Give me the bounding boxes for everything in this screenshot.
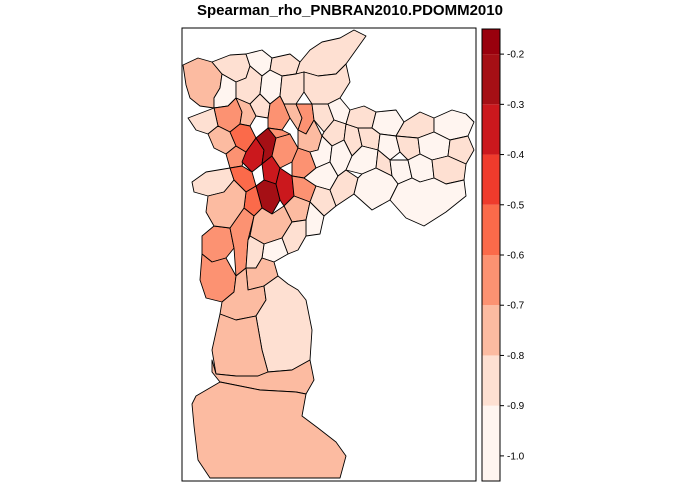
legend-tick-label: -0.3: [507, 100, 525, 111]
map-frame: [181, 27, 477, 482]
map-title: Spearman_rho_PNBRAN2010.PDOMM2010: [197, 2, 503, 19]
legend-swatch: [482, 355, 500, 406]
legend-tick-label: -0.2: [507, 50, 525, 61]
legend-swatch: [482, 405, 500, 481]
legend-swatch: [482, 104, 500, 155]
district-nw-inner-4[interactable]: [267, 95, 291, 131]
district-north-4[interactable]: [295, 29, 367, 77]
legend-swatch: [482, 255, 500, 306]
district-south-1[interactable]: [201, 225, 235, 263]
legend-swatch: [482, 29, 500, 55]
district-east-1[interactable]: [345, 105, 377, 129]
legend-swatch: [482, 204, 500, 255]
legend-tick-label: -0.6: [507, 251, 525, 262]
legend-tick-label: -0.8: [507, 351, 525, 362]
district-north-8[interactable]: [279, 71, 305, 105]
legend-color-bar: [481, 28, 501, 482]
legend-ticks: -0.2 -0.3 -0.4 -0.5 -0.6 -0.7 -0.8 -0.9 -1.0: [500, 50, 525, 462]
legend-swatch: [482, 154, 500, 205]
district-east-9[interactable]: [447, 135, 475, 165]
legend-tick-label: -0.9: [507, 401, 525, 412]
legend-tick-label: -0.4: [507, 150, 525, 161]
district-north-9[interactable]: [303, 63, 351, 105]
legend-tick-label: -1.0: [507, 451, 525, 462]
legend-tick-label: -0.5: [507, 200, 525, 211]
district-far-south-2[interactable]: [191, 381, 347, 479]
district-center-10[interactable]: [267, 127, 291, 139]
district-east-16[interactable]: [389, 177, 467, 227]
district-south-3[interactable]: [205, 179, 247, 229]
legend-swatch: [482, 305, 500, 356]
legend-swatch: [482, 54, 500, 105]
legend-tick-label: -0.7: [507, 301, 525, 312]
district-east-6[interactable]: [377, 133, 401, 161]
